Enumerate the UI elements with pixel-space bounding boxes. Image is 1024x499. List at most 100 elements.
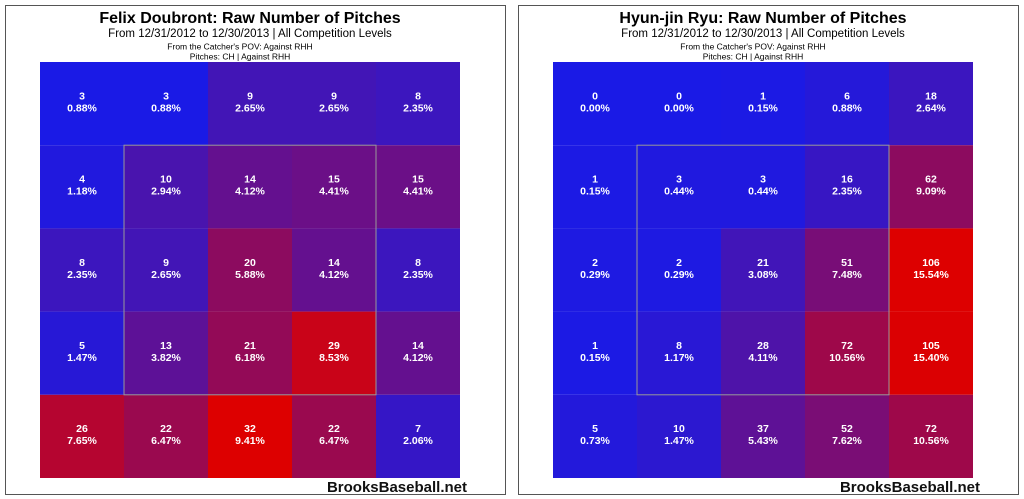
cell-percent: 2.65%	[319, 102, 349, 114]
cell-count: 9	[247, 90, 253, 102]
heat-cell	[637, 62, 721, 146]
cell-count: 16	[841, 174, 853, 186]
cell-percent: 2.35%	[403, 102, 433, 114]
cell-percent: 2.35%	[832, 186, 862, 198]
cell-percent: 8.53%	[319, 352, 349, 364]
cell-count: 8	[676, 340, 682, 352]
cell-count: 3	[676, 174, 682, 186]
heat-cell	[805, 311, 889, 395]
cell-percent: 0.88%	[67, 102, 97, 114]
watermark: BrooksBaseball.net	[327, 479, 467, 496]
cell-count: 3	[79, 90, 85, 102]
heat-cell	[889, 311, 973, 395]
heat-cell	[376, 228, 460, 312]
cell-count: 18	[925, 90, 937, 102]
cell-count: 106	[922, 257, 940, 269]
heat-cell	[376, 62, 460, 146]
cell-percent: 2.06%	[403, 435, 433, 447]
cell-count: 14	[412, 340, 424, 352]
cell-percent: 9.09%	[916, 186, 946, 198]
strike-zone	[636, 144, 890, 396]
heat-cell	[721, 62, 805, 146]
cell-count: 51	[841, 257, 853, 269]
cell-count: 1	[592, 174, 598, 186]
heat-cell	[889, 394, 973, 478]
cell-count: 15	[328, 174, 340, 186]
cell-count: 28	[757, 340, 769, 352]
heat-cell	[889, 145, 973, 229]
cell-count: 6	[844, 90, 850, 102]
cell-percent: 5.43%	[748, 435, 778, 447]
heat-cell	[208, 311, 292, 395]
heat-cell	[292, 145, 376, 229]
heat-cell	[124, 62, 208, 146]
cell-count: 37	[757, 423, 769, 435]
heat-cell	[376, 394, 460, 478]
cell-percent: 0.15%	[748, 102, 778, 114]
cell-percent: 0.88%	[151, 102, 181, 114]
cell-percent: 7.48%	[832, 269, 862, 281]
heat-cell	[553, 62, 637, 146]
chart-title: Hyun-jin Ryu: Raw Number of Pitches	[619, 10, 906, 27]
cell-count: 14	[328, 257, 340, 269]
cell-percent: 4.12%	[235, 186, 265, 198]
cell-percent: 0.15%	[580, 352, 610, 364]
cell-count: 52	[841, 423, 853, 435]
heat-cell	[805, 145, 889, 229]
heat-cell	[637, 228, 721, 312]
chart-subtitle: From 12/31/2012 to 12/30/2013 | All Comp…	[108, 28, 392, 40]
cell-count: 32	[244, 423, 256, 435]
chart-note: Pitches: CH | Against RHH	[190, 51, 290, 61]
heat-cell	[124, 394, 208, 478]
heat-cell	[208, 394, 292, 478]
cell-count: 26	[76, 423, 88, 435]
cell-percent: 10.56%	[829, 352, 865, 364]
cell-count: 15	[412, 174, 424, 186]
cell-percent: 15.54%	[913, 269, 949, 281]
heat-cell	[889, 62, 973, 146]
cell-percent: 1.47%	[67, 352, 97, 364]
cell-count: 1	[760, 90, 766, 102]
cell-count: 20	[244, 257, 256, 269]
cell-percent: 6.47%	[151, 435, 181, 447]
heat-cell	[292, 394, 376, 478]
cell-percent: 4.12%	[403, 352, 433, 364]
cell-count: 3	[163, 90, 169, 102]
cell-percent: 4.41%	[319, 186, 349, 198]
heat-cell	[721, 311, 805, 395]
cell-percent: 1.17%	[664, 352, 694, 364]
chart-note: Pitches: CH | Against RHH	[703, 51, 803, 61]
heat-cell	[208, 228, 292, 312]
heat-cell	[637, 394, 721, 478]
heat-cell	[553, 311, 637, 395]
cell-percent: 2.35%	[403, 269, 433, 281]
cell-percent: 2.35%	[67, 269, 97, 281]
cell-percent: 6.18%	[235, 352, 265, 364]
cell-count: 9	[331, 90, 337, 102]
heat-cell	[40, 394, 124, 478]
cell-count: 22	[328, 423, 340, 435]
cell-percent: 7.62%	[832, 435, 862, 447]
cell-percent: 0.44%	[664, 186, 694, 198]
heat-cell	[721, 394, 805, 478]
heat-cell	[40, 62, 124, 146]
heat-cell	[292, 62, 376, 146]
heat-cell	[553, 145, 637, 229]
cell-percent: 3.08%	[748, 269, 778, 281]
cell-count: 8	[415, 90, 421, 102]
cell-percent: 2.94%	[151, 186, 181, 198]
cell-percent: 7.65%	[67, 435, 97, 447]
heat-cell	[124, 311, 208, 395]
cell-percent: 2.65%	[151, 269, 181, 281]
cell-percent: 2.64%	[916, 102, 946, 114]
heat-cell	[376, 311, 460, 395]
cell-percent: 1.18%	[67, 186, 97, 198]
cell-percent: 0.44%	[748, 186, 778, 198]
heat-cell	[292, 311, 376, 395]
cell-percent: 0.00%	[580, 102, 610, 114]
cell-percent: 4.12%	[319, 269, 349, 281]
cell-count: 0	[676, 90, 682, 102]
cell-percent: 4.41%	[403, 186, 433, 198]
strike-zone	[123, 144, 377, 396]
